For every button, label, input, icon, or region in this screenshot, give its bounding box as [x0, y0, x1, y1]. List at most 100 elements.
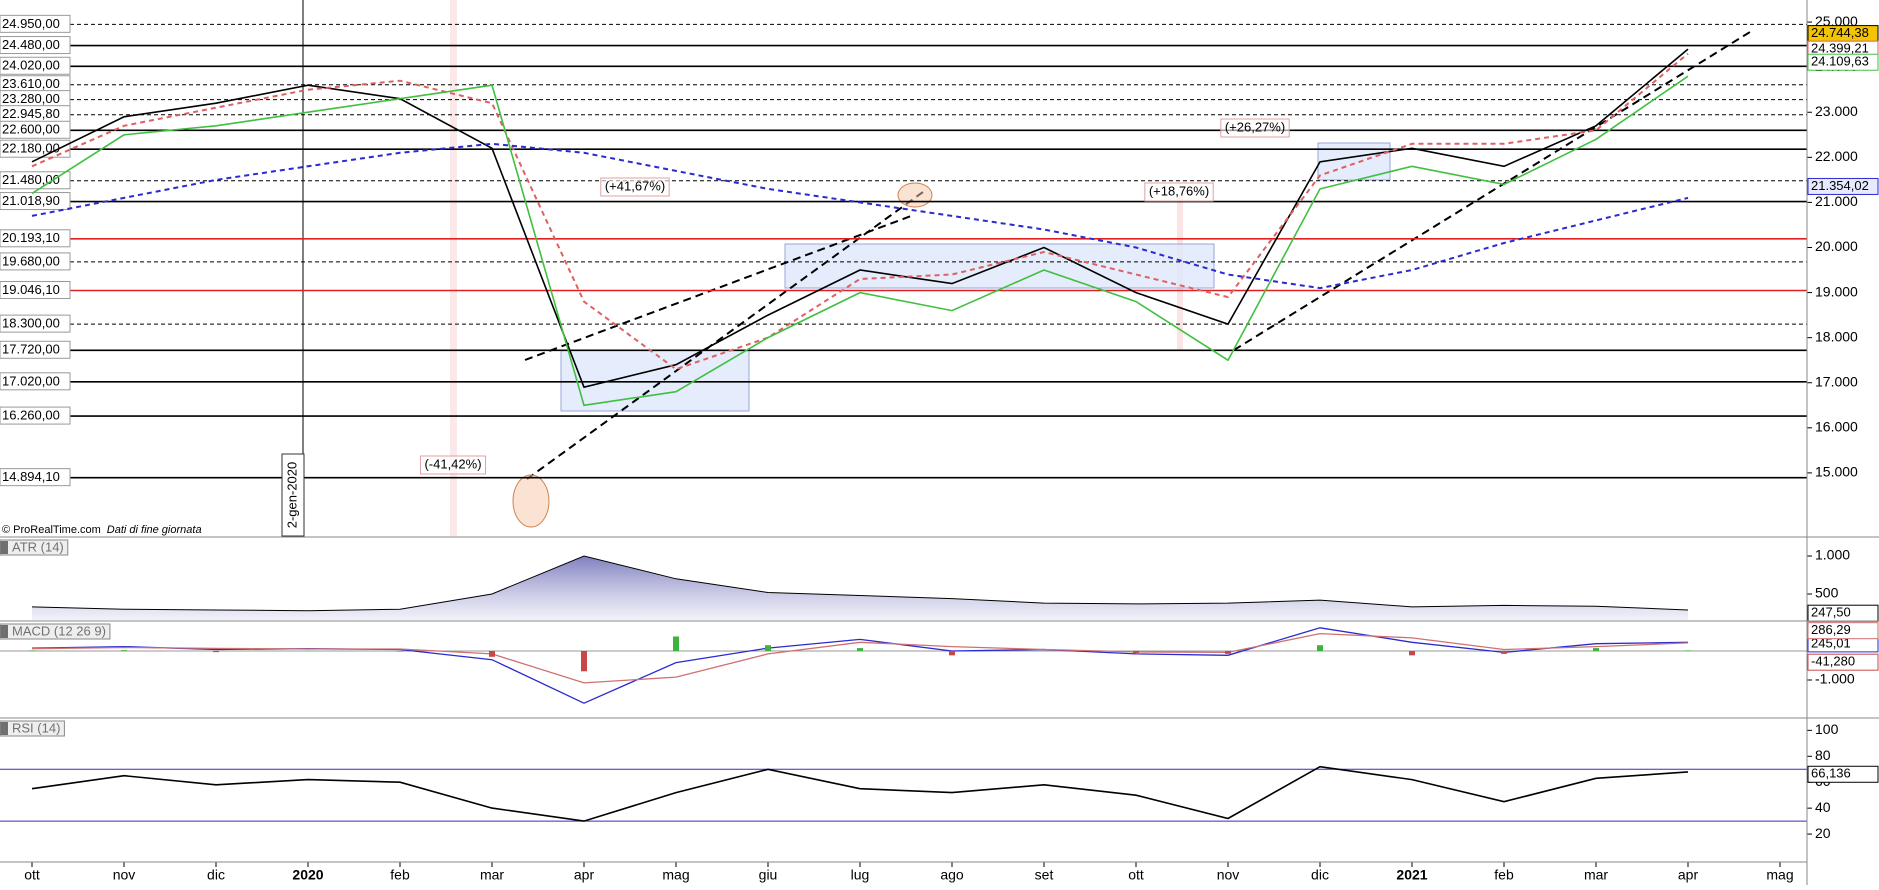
- source: © ProRealTime.com Dati di fine giornata: [2, 524, 202, 536]
- macd-line: [32, 634, 1688, 683]
- x-tick-label: apr: [1678, 867, 1699, 883]
- x-tick-label: apr: [574, 867, 595, 883]
- range-box: [785, 244, 1214, 288]
- annotation: (-41,42%): [424, 456, 481, 471]
- histogram-bar: [29, 650, 35, 651]
- last-value-label: 66,136: [1811, 766, 1851, 781]
- y-tick-label: 18.000: [1815, 328, 1858, 344]
- level-label: 22.945,80: [2, 106, 60, 121]
- chart-layer: 24.950,0024.480,0024.020,0023.610,0023.2…: [0, 13, 1878, 883]
- level-label: 24.480,00: [2, 37, 60, 52]
- y-tick-label: 20.000: [1815, 238, 1858, 254]
- x-tick-label: set: [1035, 867, 1054, 883]
- x-tick-label: 2020: [292, 867, 323, 883]
- level-label: 22.600,00: [2, 122, 60, 137]
- x-tick-label: mag: [662, 867, 689, 883]
- y-tick-label: 20: [1815, 825, 1831, 841]
- last-value-label: -41,280: [1811, 654, 1855, 669]
- histogram-bar: [489, 651, 495, 657]
- histogram-bar: [397, 651, 403, 652]
- highlight-ellipse: [513, 475, 549, 527]
- y-tick-label: 21.000: [1815, 193, 1858, 209]
- histogram-bar: [1685, 650, 1691, 651]
- x-tick-label: mar: [480, 867, 504, 883]
- x-tick-label: dic: [207, 867, 225, 883]
- macd-line: [32, 628, 1688, 703]
- x-tick-label: nov: [1217, 867, 1240, 883]
- histogram-bar: [765, 645, 771, 651]
- histogram-bar: [1225, 651, 1231, 654]
- y-tick-label: 100: [1815, 721, 1839, 737]
- histogram-bar: [673, 636, 679, 651]
- last-value-label: 24.109,63: [1811, 54, 1869, 69]
- series-line: [32, 767, 1688, 821]
- level-label: 17.020,00: [2, 373, 60, 388]
- level-label: 24.950,00: [2, 16, 60, 31]
- panel-title-bg: [0, 540, 68, 555]
- x-tick-label: ott: [24, 867, 40, 883]
- last-value-label: 247,50: [1811, 605, 1851, 620]
- trend-line: [1234, 32, 1750, 350]
- panel-title-bg: [0, 721, 64, 736]
- x-tick-label: ago: [940, 867, 964, 883]
- last-value-label: 24.744,38: [1811, 25, 1869, 40]
- last-value-label: 286,29: [1811, 622, 1851, 637]
- annotation: (+41,67%): [605, 178, 665, 193]
- y-tick-label: 19.000: [1815, 283, 1858, 299]
- x-tick-label: ott: [1128, 867, 1144, 883]
- level-label: 23.610,00: [2, 76, 60, 91]
- note-text: Dati di fine giornata: [107, 524, 202, 536]
- level-label: 19.046,10: [2, 282, 60, 297]
- level-label: 22.180,00: [2, 141, 60, 156]
- y-tick-label: 40: [1815, 799, 1831, 815]
- source-text: © ProRealTime.com: [2, 524, 101, 536]
- x-tick-label: lug: [851, 867, 870, 883]
- histogram-bar: [857, 648, 863, 651]
- level-label: 21.480,00: [2, 172, 60, 187]
- level-label: 14.894,10: [2, 469, 60, 484]
- series-line: [32, 54, 1688, 370]
- date-marker-label: 2-gen-2020: [284, 462, 299, 529]
- histogram-bar: [1133, 651, 1139, 653]
- level-label: 19.680,00: [2, 253, 60, 268]
- histogram-bar: [581, 651, 587, 671]
- y-tick-label: 17.000: [1815, 373, 1858, 389]
- y-tick-label: -1.000: [1815, 671, 1855, 687]
- level-label: 16.260,00: [2, 408, 60, 423]
- range-box: [561, 350, 749, 411]
- x-tick-label: feb: [390, 867, 410, 883]
- histogram-bar: [1593, 648, 1599, 651]
- series-line: [32, 76, 1688, 405]
- level-label: 23.280,00: [2, 91, 60, 106]
- x-tick-label: giu: [759, 867, 778, 883]
- histogram-bar: [121, 650, 127, 651]
- y-tick-label: 500: [1815, 585, 1839, 601]
- y-tick-label: 1.000: [1815, 547, 1850, 563]
- x-tick-label: mar: [1584, 867, 1608, 883]
- histogram-bar: [1409, 651, 1415, 655]
- x-tick-label: dic: [1311, 867, 1329, 883]
- x-tick-label: mag: [1766, 867, 1793, 883]
- last-value-label: 21.354,02: [1811, 178, 1869, 193]
- highlight-ellipse: [898, 183, 932, 207]
- x-tick-label: 2021: [1396, 867, 1427, 883]
- annotation: (+18,76%): [1149, 183, 1209, 198]
- panel-title-bg: [0, 624, 110, 639]
- level-label: 17.720,00: [2, 342, 60, 357]
- x-tick-label: nov: [113, 867, 136, 883]
- trend-line: [527, 192, 923, 479]
- level-label: 21.018,90: [2, 193, 60, 208]
- histogram-bar: [1317, 645, 1323, 651]
- y-tick-label: 22.000: [1815, 148, 1858, 164]
- annotation: (+26,27%): [1225, 119, 1285, 134]
- y-tick-label: 80: [1815, 747, 1831, 763]
- y-tick-label: 23.000: [1815, 103, 1858, 119]
- x-tick-label: feb: [1494, 867, 1514, 883]
- y-tick-label: 15.000: [1815, 464, 1858, 480]
- level-label: 18.300,00: [2, 316, 60, 331]
- histogram-bar: [213, 651, 219, 652]
- level-label: 20.193,10: [2, 230, 60, 245]
